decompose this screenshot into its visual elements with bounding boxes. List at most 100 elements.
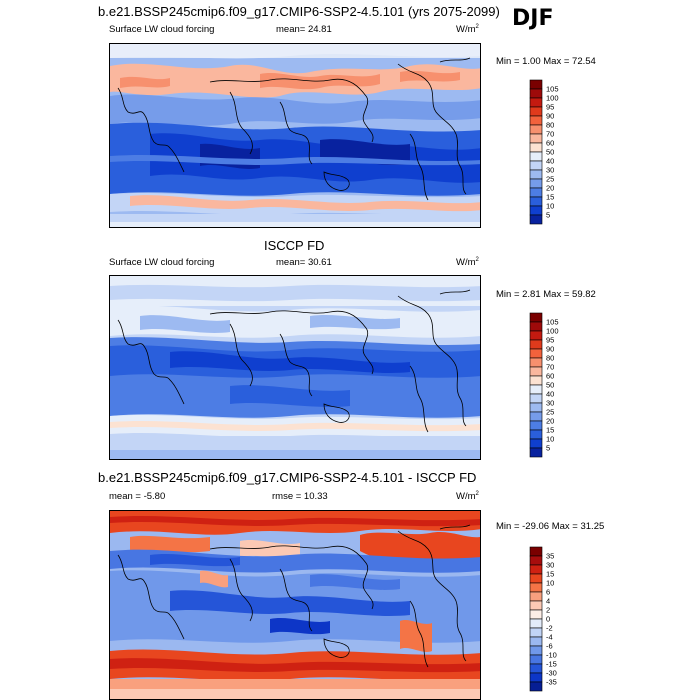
panel1-field-label: Surface LW cloud forcing xyxy=(109,24,215,35)
colorbar-level-label: 70 xyxy=(546,130,554,139)
colorbar-swatch xyxy=(529,384,543,395)
colorbar-level-label: -6 xyxy=(546,642,553,651)
colorbar-swatch xyxy=(529,546,543,557)
colorbar-swatch xyxy=(529,330,543,341)
colorbar-level-label: 60 xyxy=(546,139,554,148)
colorbar-swatch xyxy=(529,600,543,611)
panel2-map-svg xyxy=(110,276,480,459)
panel2-units: W/m2 xyxy=(456,257,479,268)
colorbar-swatch xyxy=(529,411,543,422)
colorbar-swatch xyxy=(529,196,543,207)
colorbar-swatch xyxy=(529,645,543,656)
colorbar-level-label: 60 xyxy=(546,372,554,381)
colorbar-swatch xyxy=(529,582,543,593)
colorbar-swatch xyxy=(529,402,543,413)
colorbar-swatch xyxy=(529,339,543,350)
colorbar-level-label: 10 xyxy=(546,579,554,588)
colorbar-swatch xyxy=(529,618,543,629)
colorbar-swatch xyxy=(529,420,543,431)
panel3-minmax: Min = -29.06 Max = 31.25 xyxy=(496,521,605,532)
colorbar-swatch xyxy=(529,573,543,584)
panel3-rmse: rmse = 10.33 xyxy=(272,491,328,502)
panel2-title: ISCCP FD xyxy=(264,238,325,253)
panel3-colorbar: 35 30 15 10 6 4 2 0 -2 -4 -6 -10 -15 -30 -35 xyxy=(528,545,588,693)
colorbar-swatch xyxy=(529,366,543,377)
panel1-units-base: W/m xyxy=(456,24,476,36)
panel2-units-sup: 2 xyxy=(475,257,479,263)
colorbar-level-label: 95 xyxy=(546,103,554,112)
colorbar-level-label: 4 xyxy=(546,597,550,606)
colorbar-swatch xyxy=(529,681,543,692)
colorbar-level-label: 6 xyxy=(546,588,550,597)
colorbar-swatch xyxy=(529,142,543,153)
colorbar-swatch xyxy=(529,124,543,135)
panel1-map-svg xyxy=(110,44,480,227)
season-label: DJF xyxy=(512,6,554,31)
colorbar-level-label: 30 xyxy=(546,166,554,175)
colorbar-level-label: 80 xyxy=(546,354,554,363)
colorbar-level-label: 105 xyxy=(546,85,559,94)
panel3-units-base: W/m xyxy=(456,491,476,503)
colorbar-swatch xyxy=(529,79,543,90)
colorbar-level-label: 5 xyxy=(546,211,550,220)
colorbar-level-label: 80 xyxy=(546,121,554,130)
colorbar-level-label: -4 xyxy=(546,633,553,642)
colorbar-level-label: 15 xyxy=(546,193,554,202)
panel2-colorbar: 105 100 95 90 80 70 60 50 40 30 25 20 15 10 5 xyxy=(528,311,588,459)
colorbar-swatch xyxy=(529,312,543,323)
panel1-colorbar: 105 100 95 90 80 70 60 50 40 30 25 20 15 10 5 xyxy=(528,78,588,226)
panel3-map-svg xyxy=(110,511,480,699)
figure-title: b.e21.BSSP245cmip6.f09_g17.CMIP6-SSP2-4.… xyxy=(98,4,500,19)
panel2-field-label: Surface LW cloud forcing xyxy=(109,257,215,268)
colorbar-level-label: 30 xyxy=(546,399,554,408)
panel3-units: W/m2 xyxy=(456,491,479,502)
colorbar-swatch xyxy=(529,151,543,162)
colorbar-swatch xyxy=(529,663,543,674)
colorbar-swatch xyxy=(529,160,543,171)
colorbar-level-label: -35 xyxy=(546,678,557,687)
panel1-minmax: Min = 1.00 Max = 72.54 xyxy=(496,56,596,67)
colorbar-level-label: 10 xyxy=(546,202,554,211)
colorbar-swatch xyxy=(529,205,543,216)
colorbar-swatch xyxy=(529,88,543,99)
colorbar-level-label: 15 xyxy=(546,426,554,435)
colorbar-level-label: -10 xyxy=(546,651,557,660)
colorbar-swatch xyxy=(529,672,543,683)
panel3-title: b.e21.BSSP245cmip6.f09_g17.CMIP6-SSP2-4.… xyxy=(98,470,477,485)
colorbar-level-label: 70 xyxy=(546,363,554,372)
colorbar-swatch xyxy=(529,591,543,602)
colorbar-swatch xyxy=(529,97,543,108)
panel3-units-sup: 2 xyxy=(475,491,479,497)
colorbar-level-label: 50 xyxy=(546,381,554,390)
colorbar-level-label: 15 xyxy=(546,570,554,579)
colorbar-swatch xyxy=(529,609,543,620)
colorbar-level-label: 30 xyxy=(546,561,554,570)
colorbar-level-label: -30 xyxy=(546,669,557,678)
panel2-minmax: Min = 2.81 Max = 59.82 xyxy=(496,289,596,300)
colorbar-level-label: 100 xyxy=(546,94,559,103)
colorbar-level-label: 40 xyxy=(546,390,554,399)
colorbar-swatch xyxy=(529,178,543,189)
panel1-units-sup: 2 xyxy=(475,24,479,30)
colorbar-swatch xyxy=(529,187,543,198)
colorbar-swatch xyxy=(529,375,543,386)
colorbar-swatch xyxy=(529,393,543,404)
colorbar-swatch xyxy=(529,555,543,566)
panel1-map xyxy=(109,43,481,228)
colorbar-swatch xyxy=(529,636,543,647)
colorbar-swatch xyxy=(529,169,543,180)
colorbar-swatch xyxy=(529,447,543,458)
colorbar-swatch xyxy=(529,214,543,225)
colorbar-level-label: -15 xyxy=(546,660,557,669)
colorbar-level-label: 105 xyxy=(546,318,559,327)
colorbar-level-label: 40 xyxy=(546,157,554,166)
colorbar-swatch xyxy=(529,106,543,117)
colorbar-swatch xyxy=(529,133,543,144)
colorbar-level-label: 25 xyxy=(546,408,554,417)
colorbar-level-label: 20 xyxy=(546,417,554,426)
colorbar-swatch xyxy=(529,438,543,449)
panel1-mean: mean= 24.81 xyxy=(276,24,332,35)
colorbar-level-label: 20 xyxy=(546,184,554,193)
